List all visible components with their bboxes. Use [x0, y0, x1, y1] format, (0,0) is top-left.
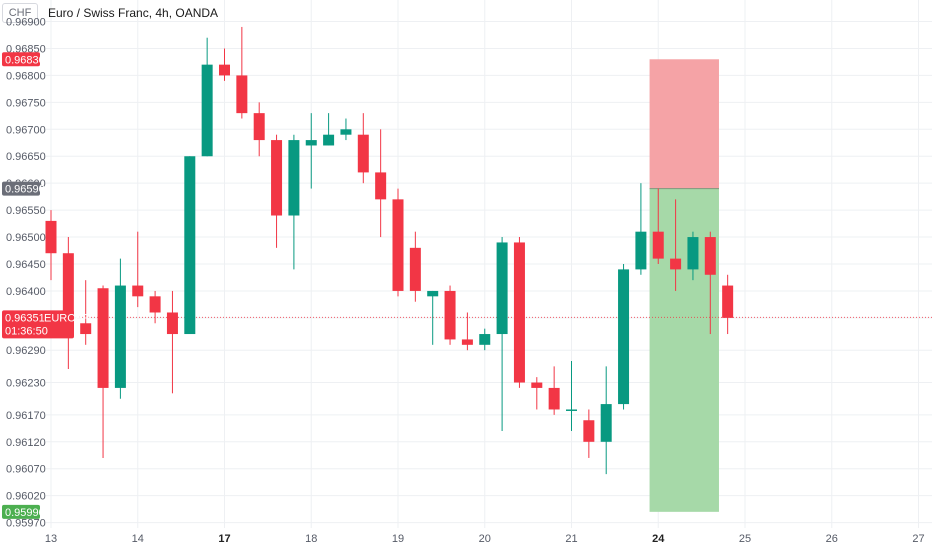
- x-tick-label: 24: [652, 533, 665, 545]
- candle-body: [566, 409, 577, 411]
- x-tick-label: 21: [565, 533, 577, 545]
- candle-body: [323, 134, 335, 146]
- time-axis[interactable]: 13 14 17 18 19 20 21 24 25 26 27: [45, 533, 925, 545]
- candle-body: [496, 242, 508, 335]
- y-tick-label: 0.96230: [6, 378, 46, 390]
- x-tick-label: 25: [739, 533, 751, 545]
- chart-title: Euro / Swiss Franc, 4h, OANDA: [48, 6, 218, 20]
- y-tick-label: 0.96020: [6, 491, 46, 503]
- candle-body: [409, 247, 421, 291]
- candle-body: [444, 290, 456, 340]
- candle-body: [375, 172, 387, 200]
- candle-body: [687, 237, 699, 270]
- x-tick-label: 27: [912, 533, 924, 545]
- current-price-label: 0.96351: [5, 312, 45, 324]
- candle-body: [253, 113, 265, 141]
- entry-price-badge: 0.96590: [5, 184, 45, 196]
- current-price-badge-bg: [2, 310, 74, 339]
- candle-body: [513, 242, 525, 383]
- candle-body: [670, 258, 682, 270]
- candle-body: [357, 134, 369, 173]
- stop-price-badge-bg: [2, 504, 40, 519]
- y-tick-label: 0.96400: [6, 286, 46, 298]
- candle-body: [427, 290, 439, 297]
- y-tick-label: 0.96900: [6, 17, 46, 29]
- candle-body: [62, 253, 74, 324]
- countdown-label: 01:36:50: [5, 325, 48, 337]
- candle-body: [340, 129, 352, 135]
- y-tick-label: 0.96070: [6, 464, 46, 476]
- candle-body: [479, 334, 491, 345]
- candle-body: [548, 387, 560, 410]
- candle-body: [288, 140, 300, 216]
- x-tick-label: 20: [479, 533, 491, 545]
- candle-body: [583, 420, 595, 442]
- candle-body: [271, 140, 283, 216]
- y-tick-label: 0.96700: [6, 124, 46, 136]
- candle-body: [132, 285, 144, 297]
- y-tick-label: 0.96650: [6, 151, 46, 163]
- entry-price-badge-bg: [2, 181, 40, 196]
- candles: [45, 26, 734, 475]
- x-tick-label: 13: [45, 533, 57, 545]
- candle-body: [45, 220, 57, 254]
- y-tick-label: 0.96290: [6, 345, 46, 357]
- candle-body: [166, 312, 178, 335]
- target-price-badge: 0.96830: [5, 54, 45, 66]
- y-tick-label: 0.96500: [6, 232, 46, 244]
- x-tick-label: 18: [305, 533, 317, 545]
- y-tick-label: 0.95970: [6, 518, 46, 530]
- candle-body: [114, 285, 126, 388]
- y-tick-label: 0.96800: [6, 70, 46, 82]
- candle-body: [236, 75, 248, 114]
- candle-body: [531, 382, 543, 388]
- candle-body: [219, 64, 230, 76]
- x-tick-label: 17: [218, 533, 230, 545]
- stop-price-badge: 0.95990: [5, 507, 45, 519]
- x-tick-label: 14: [132, 533, 144, 545]
- y-tick-label: 0.96550: [6, 205, 46, 217]
- candle-body: [635, 231, 647, 270]
- grid: [46, 0, 932, 528]
- candle-body: [201, 64, 213, 157]
- y-tick-label: 0.96120: [6, 437, 46, 449]
- candle-body: [722, 285, 734, 318]
- candle-body: [149, 296, 161, 313]
- target-price-badge-bg: [2, 52, 40, 67]
- currency-label: CHF: [8, 7, 32, 19]
- price-axis[interactable]: 0.969000.968500.968000.967500.967000.966…: [2, 17, 90, 530]
- candle-body: [184, 156, 196, 335]
- candle-body: [305, 140, 317, 146]
- y-tick-label: 0.96450: [6, 259, 46, 271]
- symbol-label: EURCHF: [44, 312, 90, 324]
- x-tick-label: 26: [826, 533, 838, 545]
- candle-body: [652, 231, 664, 259]
- candle-body: [461, 339, 473, 345]
- candle-body: [80, 323, 92, 335]
- currency-selector[interactable]: CHF: [2, 3, 38, 23]
- y-tick-label: 0.96170: [6, 410, 46, 422]
- y-tick-label: 0.96750: [6, 97, 46, 109]
- candle-body: [392, 199, 404, 291]
- x-tick-label: 19: [392, 533, 404, 545]
- candle-body: [600, 404, 612, 442]
- candle-body: [618, 269, 630, 405]
- position-target-zone: [649, 59, 719, 189]
- long-position-tool[interactable]: [649, 59, 719, 512]
- candle-body: [97, 288, 109, 388]
- candle-body: [704, 237, 716, 275]
